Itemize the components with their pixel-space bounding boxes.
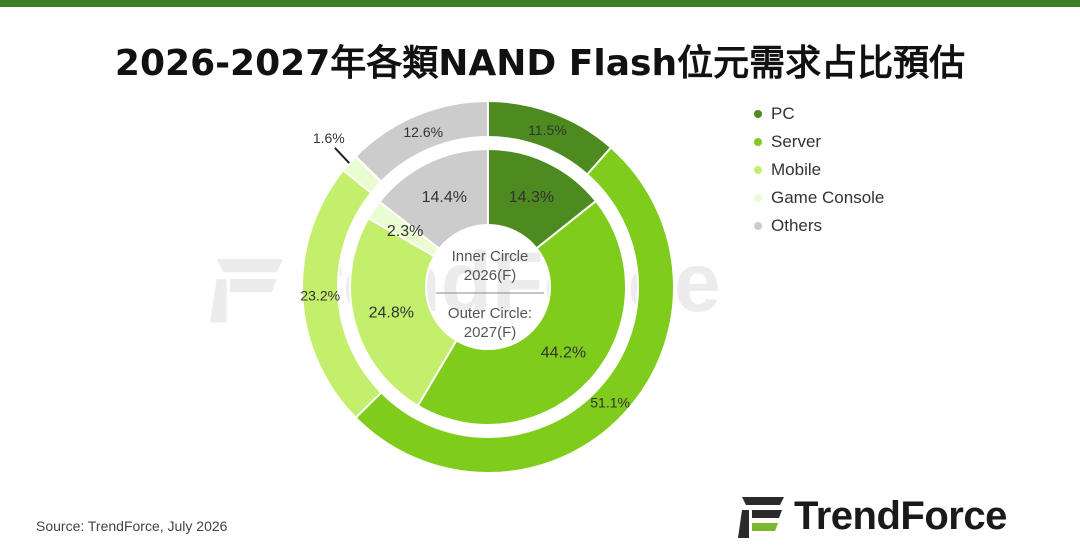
inner-label-server: 44.2% bbox=[541, 345, 586, 362]
inner-slice-mobile bbox=[349, 216, 458, 408]
inner-label-game-console: 2.3% bbox=[387, 223, 423, 240]
center-outer-line1: Outer Circle: bbox=[448, 305, 532, 322]
inner-label-mobile: 24.8% bbox=[369, 304, 414, 321]
outer-label-mobile: 23.2% bbox=[300, 287, 340, 303]
legend-dot-others bbox=[754, 222, 762, 230]
trendforce-logo-icon bbox=[738, 497, 784, 538]
center-outer-line2: 2027(F) bbox=[464, 324, 517, 341]
inner-label-others: 14.4% bbox=[422, 189, 467, 206]
legend-item-pc: PC bbox=[752, 100, 884, 128]
legend-label-pc: PC bbox=[771, 104, 795, 123]
trendforce-logo: TrendForce bbox=[738, 490, 1007, 542]
inner-ring-2026 bbox=[349, 147, 627, 426]
legend-dot-server bbox=[754, 138, 762, 146]
center-inner-line2: 2026(F) bbox=[464, 267, 517, 284]
outer-label-others: 12.6% bbox=[403, 124, 443, 140]
legend-dot-pc bbox=[754, 110, 762, 118]
legend-label-server: Server bbox=[771, 132, 822, 151]
outer-slice-server bbox=[354, 146, 675, 474]
outer-ring-2027 bbox=[301, 99, 675, 474]
legend-item-mobile: Mobile bbox=[752, 156, 884, 184]
legend-label-game-console: Game Console bbox=[771, 188, 885, 207]
logo-text: TrendForce bbox=[794, 493, 1007, 538]
legend-dot-mobile bbox=[754, 166, 762, 174]
outer-label-pc: 11.5% bbox=[528, 122, 567, 138]
legend-label-mobile: Mobile bbox=[771, 160, 822, 179]
slice-labels: 14.3% 44.2% 24.8% 2.3% 14.4% 11.5% 51.1% 23.2% 1… bbox=[300, 122, 630, 411]
watermark-logo-icon bbox=[210, 258, 284, 323]
inner-label-pc: 14.3% bbox=[509, 189, 554, 206]
page-title: 2026-2027年各類NAND Flash位元需求占比預估 bbox=[114, 43, 966, 84]
legend-item-game-console: Game Console bbox=[752, 184, 884, 212]
legend-item-others: Others bbox=[752, 212, 884, 240]
inner-slice-others bbox=[378, 147, 489, 251]
legend-label-others: Others bbox=[771, 216, 823, 235]
leader-line-game-console bbox=[334, 147, 350, 164]
legend-dot-game-console bbox=[754, 194, 762, 202]
outer-slice-others bbox=[354, 99, 489, 184]
center-inner-line1: Inner Circle bbox=[452, 248, 529, 265]
legend: PC Server Mobile Game Console Others bbox=[752, 100, 884, 240]
outer-label-game-console: 1.6% bbox=[313, 130, 345, 146]
legend-item-server: Server bbox=[752, 128, 884, 156]
source-note: Source: TrendForce, July 2026 bbox=[36, 518, 228, 534]
inner-slice-server bbox=[416, 199, 627, 426]
top-accent-bar bbox=[0, 0, 1080, 7]
outer-label-server: 51.1% bbox=[590, 394, 630, 410]
